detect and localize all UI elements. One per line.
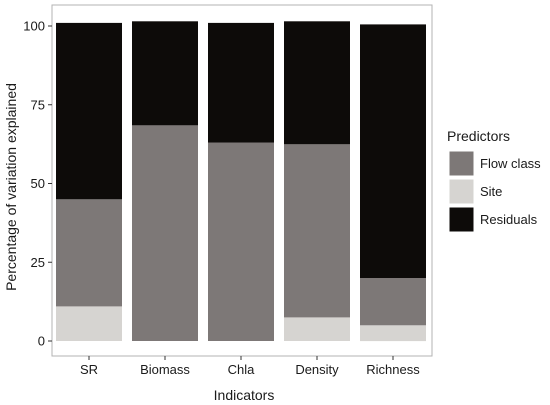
bar-chla-flow-class: [208, 142, 274, 341]
legend-title: Predictors: [447, 128, 510, 144]
x-tick-label-biomass: Biomass: [140, 362, 190, 377]
y-axis: 0 25 50 75 100: [23, 19, 52, 349]
y-tick-label: 50: [31, 176, 45, 191]
bar-sr-flow-class: [56, 199, 122, 307]
bars-layer: [56, 21, 426, 342]
bar-richness-residuals: [360, 24, 426, 279]
bar-sr-residuals: [56, 22, 122, 200]
x-tick-label-sr: SR: [80, 362, 98, 377]
legend-label-site: Site: [480, 184, 502, 199]
legend-label-residuals: Residuals: [480, 212, 538, 227]
bar-biomass-flow-class: [132, 125, 198, 341]
legend-key-site: [448, 178, 475, 205]
y-tick-label: 0: [38, 334, 45, 349]
bar-biomass-residuals: [132, 21, 198, 126]
x-axis-title: Indicators: [214, 387, 275, 403]
bar-density-site: [284, 317, 350, 341]
bar-sr-site: [56, 306, 122, 341]
bar-density-residuals: [284, 21, 350, 145]
bar-richness-flow-class: [360, 278, 426, 326]
legend-label-flow-class: Flow class: [480, 156, 541, 171]
y-tick-label: 25: [31, 255, 45, 270]
panel-border: [51, 4, 433, 357]
bar-chla-residuals: [208, 22, 274, 143]
legend: Predictors Flow class Site Residuals: [447, 128, 541, 233]
x-tick-label-chla: Chla: [228, 362, 256, 377]
x-axis: SR Biomass Chla Density Richness: [80, 356, 420, 377]
bar-richness-site: [360, 325, 426, 342]
x-tick-label-density: Density: [295, 362, 339, 377]
legend-key-residuals: [448, 206, 475, 233]
bar-density-flow-class: [284, 144, 350, 318]
y-tick-label: 100: [23, 19, 45, 34]
x-tick-label-richness: Richness: [366, 362, 420, 377]
y-axis-title: Percentage of variation explained: [3, 83, 19, 291]
y-tick-label: 75: [31, 97, 45, 112]
legend-key-flow-class: [448, 150, 475, 177]
